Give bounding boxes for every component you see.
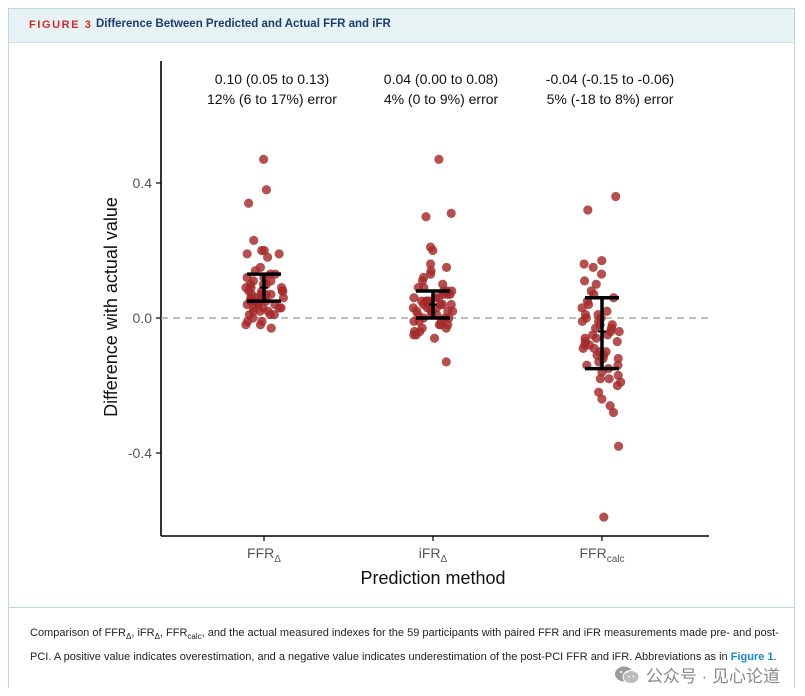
figure-frame: FIGURE 3 Difference Between Predicted an…	[8, 8, 795, 689]
data-point	[612, 380, 623, 391]
data-point	[262, 252, 273, 262]
data-point	[595, 374, 605, 384]
data-point	[274, 303, 284, 313]
data-point	[261, 185, 272, 195]
data-point	[613, 353, 623, 364]
data-point	[438, 279, 448, 289]
data-point	[249, 235, 259, 245]
data-point	[255, 320, 266, 330]
data-point	[579, 276, 590, 286]
data-point	[614, 326, 624, 337]
watermark-text: 公众号 · 见心论道	[645, 667, 780, 686]
data-point	[441, 262, 452, 272]
data-point	[591, 333, 601, 343]
data-point	[241, 320, 251, 330]
data-point	[409, 330, 419, 340]
data-point	[278, 293, 289, 303]
group-annotation-error: 12% (6 to 17%) error	[207, 91, 337, 107]
x-tick-label: FFRΔ	[247, 545, 281, 565]
x-tick-label: FFRcalc	[579, 545, 624, 565]
data-point	[434, 320, 445, 330]
group-annotation-estimate: -0.04 (-0.15 to -0.06)	[546, 71, 674, 87]
data-point	[255, 306, 265, 316]
data-point	[421, 212, 431, 222]
data-point	[242, 249, 252, 259]
y-tick-label: 0.0	[133, 310, 153, 326]
data-point	[274, 249, 284, 259]
data-point	[608, 407, 619, 418]
group-annotation-error: 4% (0 to 9%) error	[384, 91, 499, 107]
wechat-icon	[614, 666, 640, 684]
y-tick-label: -0.4	[128, 445, 152, 461]
data-point	[441, 357, 451, 367]
data-point	[602, 330, 613, 340]
data-point	[259, 154, 269, 164]
watermark: 公众号 · 见心论道	[614, 662, 780, 687]
data-point	[425, 259, 436, 269]
y-tick-label: 0.4	[133, 175, 153, 191]
scatter-chart: 0.4 0.0 -0.4 Difference with actual value Pr…	[101, 61, 709, 588]
data-point	[588, 262, 598, 272]
figure-header: FIGURE 3 Difference Between Predicted an…	[9, 9, 794, 43]
data-point	[611, 191, 621, 202]
data-point	[409, 293, 419, 303]
data-point	[596, 269, 607, 279]
data-point	[244, 198, 254, 208]
figure-label: FIGURE 3	[29, 19, 93, 31]
x-axis-label: Prediction method	[360, 568, 505, 588]
data-point	[428, 245, 438, 256]
data-point	[577, 316, 587, 326]
data-point	[578, 343, 588, 353]
data-point	[602, 306, 612, 316]
data-point	[425, 269, 436, 279]
figure-caption: Comparison of FFRΔ, iFRΔ, FFRcalc, and t…	[9, 607, 794, 689]
data-point	[613, 441, 624, 451]
data-point	[597, 256, 607, 266]
data-point	[612, 337, 622, 347]
figure-title: Difference Between Predicted and Actual …	[96, 18, 391, 30]
data-point	[446, 208, 456, 218]
group-annotation-estimate: 0.10 (0.05 to 0.13)	[215, 71, 329, 87]
x-tick-label: iFRΔ	[419, 545, 448, 565]
data-point	[429, 333, 440, 343]
data-point	[434, 154, 444, 164]
data-point	[266, 289, 276, 299]
group-annotation-estimate: 0.04 (0.00 to 0.08)	[384, 71, 498, 87]
data-point	[583, 205, 593, 215]
data-point	[599, 512, 609, 522]
y-axis-label: Difference with actual value	[101, 197, 121, 417]
group-annotation-error: 5% (-18 to 8%) error	[547, 91, 674, 107]
data-point	[441, 323, 451, 333]
data-point	[591, 279, 601, 289]
data-point	[265, 310, 275, 320]
data-point	[266, 323, 276, 333]
data-point	[604, 374, 614, 384]
caption-text: Comparison of FFRΔ, iFRΔ, FFRcalc, and t…	[30, 627, 779, 664]
data-point	[597, 394, 607, 404]
data-point	[579, 259, 589, 269]
figure-1-link[interactable]: Figure 1	[730, 651, 774, 664]
